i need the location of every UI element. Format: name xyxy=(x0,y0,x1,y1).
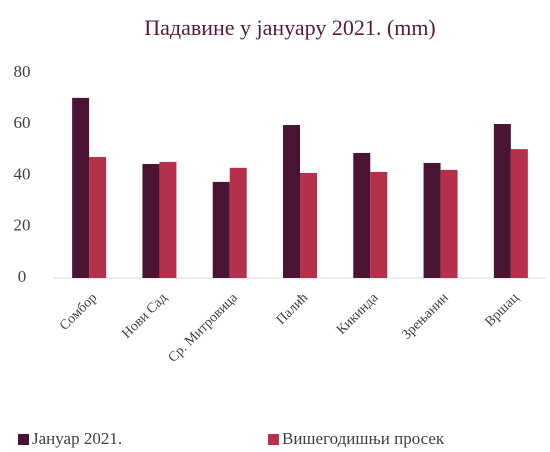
legend-swatch xyxy=(268,434,279,445)
legend-label: Вишегодишњи просек xyxy=(282,429,445,448)
y-tick-label: 60 xyxy=(14,113,31,132)
x-tick-label: Кикинда xyxy=(334,290,382,338)
bar xyxy=(300,172,317,278)
y-tick-label: 20 xyxy=(14,216,31,235)
x-tick-label: Сомбор xyxy=(57,290,100,333)
x-tick-label: Нови Сад xyxy=(119,290,170,341)
bar xyxy=(423,162,441,278)
y-tick-label: 40 xyxy=(14,164,31,183)
bar xyxy=(72,97,90,278)
legend-swatch xyxy=(18,434,29,445)
chart-title: Падавине у јануару 2021. (mm) xyxy=(144,15,436,40)
y-tick-label: 0 xyxy=(18,267,27,286)
bar xyxy=(159,161,177,278)
bar xyxy=(283,125,300,278)
bar xyxy=(353,152,371,278)
y-tick-label: 80 xyxy=(14,62,31,81)
x-tick-label: Вршац xyxy=(482,290,522,330)
x-tick-label: Палић xyxy=(274,290,311,327)
bar xyxy=(142,163,160,278)
bar xyxy=(229,167,247,278)
x-tick-label: Ср. Митровица xyxy=(166,290,242,366)
bar xyxy=(370,171,388,278)
bar xyxy=(89,157,107,278)
legend-label: Јануар 2021. xyxy=(32,429,122,448)
bar xyxy=(440,169,458,278)
x-tick-label: Зрењанин xyxy=(399,290,452,343)
bar xyxy=(493,123,511,279)
bar xyxy=(212,181,230,278)
bar xyxy=(510,149,528,278)
